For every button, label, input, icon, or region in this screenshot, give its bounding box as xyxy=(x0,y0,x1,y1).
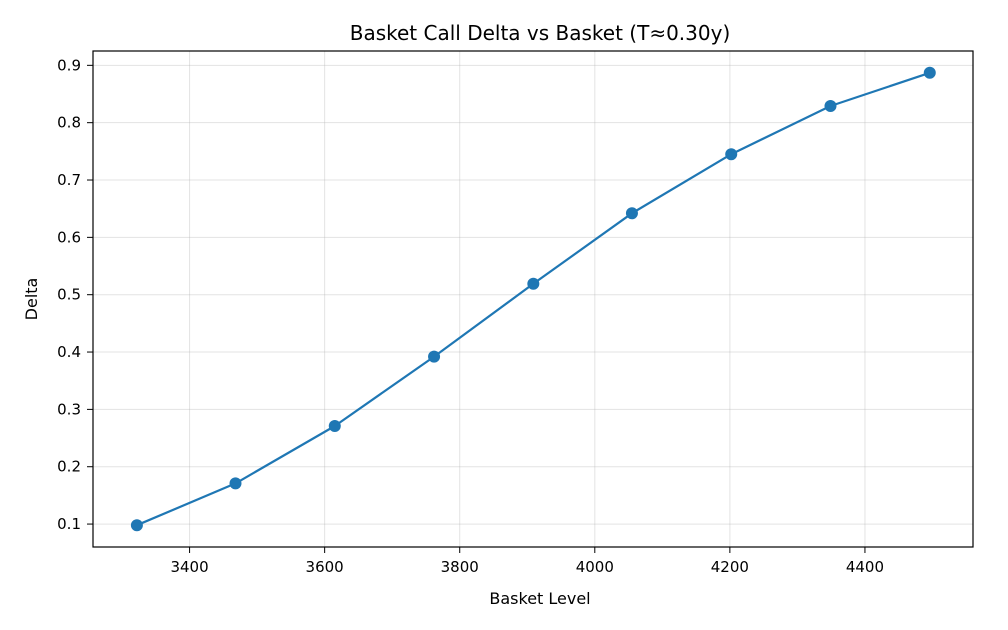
x-tick-label: 3600 xyxy=(306,558,344,576)
x-tick-label: 4000 xyxy=(576,558,614,576)
y-tick-label: 0.8 xyxy=(57,114,81,132)
y-tick-label: 0.2 xyxy=(57,458,81,476)
y-tick-label: 0.9 xyxy=(57,56,81,74)
x-axis-label: Basket Level xyxy=(489,589,590,608)
data-point xyxy=(625,207,638,220)
data-point xyxy=(130,519,143,532)
x-axis: 3400 3600 3800 4000 4200 4400 xyxy=(170,547,884,576)
y-tick-label: 0.5 xyxy=(57,286,81,304)
grid xyxy=(93,51,973,547)
plot-frame xyxy=(92,50,974,548)
data-point xyxy=(824,100,837,113)
x-tick-label: 4200 xyxy=(711,558,749,576)
y-tick-label: 0.6 xyxy=(57,228,81,246)
y-axis: 0.1 0.2 0.3 0.4 0.5 0.6 0.7 0.8 0.9 xyxy=(57,56,93,533)
data-point xyxy=(328,420,341,433)
x-tick-label: 3800 xyxy=(441,558,479,576)
delta-series xyxy=(130,66,936,532)
x-tick-label: 4400 xyxy=(846,558,884,576)
y-tick-label: 0.3 xyxy=(57,400,81,418)
data-point xyxy=(725,148,738,161)
series-line xyxy=(136,71,931,527)
data-point xyxy=(428,350,441,363)
data-point xyxy=(229,477,242,490)
x-tick-label: 3400 xyxy=(170,558,208,576)
y-tick-label: 0.4 xyxy=(57,343,81,361)
data-point xyxy=(527,277,540,290)
y-tick-label: 0.7 xyxy=(57,171,81,189)
data-point xyxy=(923,66,936,79)
y-axis-label: Delta xyxy=(22,278,41,321)
y-tick-label: 0.1 xyxy=(57,515,81,533)
chart-title: Basket Call Delta vs Basket (T≈0.30y) xyxy=(350,21,731,45)
